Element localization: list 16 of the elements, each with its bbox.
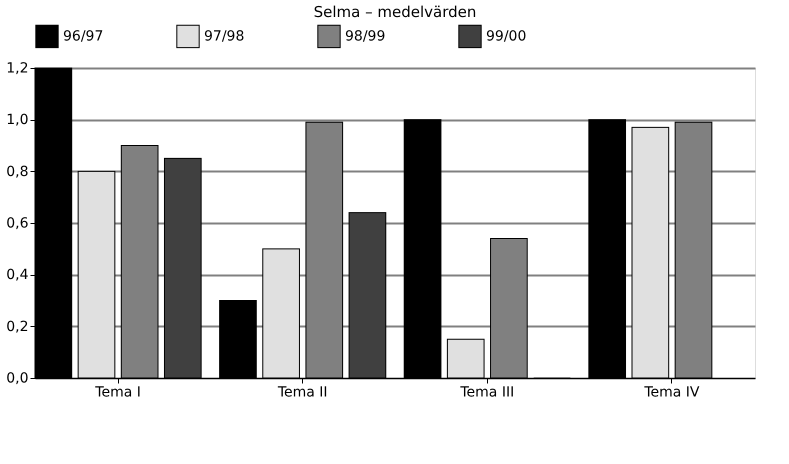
legend-label: 97/98 <box>204 28 244 44</box>
x-tick-label: Tema II <box>276 384 328 400</box>
x-tick-label: Tema IV <box>643 384 700 400</box>
chart-title: Selma – medelvärden <box>314 3 476 21</box>
y-tick-label: 0,4 <box>6 267 29 284</box>
legend-label: 96/97 <box>63 28 104 44</box>
y-tick-label: 0,8 <box>6 164 28 180</box>
y-tick-label: 1,2 <box>6 60 28 76</box>
y-tick-label: 1,0 <box>6 112 28 128</box>
x-tick-label: Tema III <box>459 384 514 400</box>
y-tick-label: 0,6 <box>6 216 29 232</box>
x-tick-label: Tema I <box>94 384 141 400</box>
y-tick-label: 0,2 <box>6 318 28 335</box>
legend-label: 98/99 <box>345 28 386 44</box>
legend-label: 99/00 <box>486 28 526 44</box>
y-tick-label: 0,0 <box>6 370 28 386</box>
